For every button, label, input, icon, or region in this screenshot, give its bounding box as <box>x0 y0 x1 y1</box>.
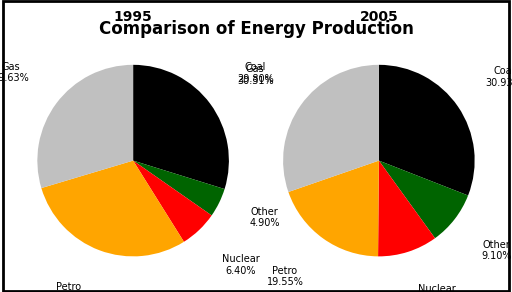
Text: Coal
29.80%: Coal 29.80% <box>237 62 274 84</box>
Wedge shape <box>37 65 133 188</box>
Wedge shape <box>133 161 211 242</box>
Wedge shape <box>41 161 184 256</box>
Text: Other
9.10%: Other 9.10% <box>481 240 511 261</box>
Wedge shape <box>378 161 435 256</box>
Text: Nuclear
6.40%: Nuclear 6.40% <box>222 254 260 276</box>
Wedge shape <box>133 65 229 189</box>
Title: 2005: 2005 <box>359 10 398 24</box>
Wedge shape <box>379 161 468 238</box>
Wedge shape <box>288 161 379 256</box>
Text: Petro
29.27%: Petro 29.27% <box>51 281 88 292</box>
Text: Gas
30.31%: Gas 30.31% <box>237 64 273 86</box>
Text: Coal
30.93%: Coal 30.93% <box>486 66 512 88</box>
Title: 1995: 1995 <box>114 10 153 24</box>
Text: Other
4.90%: Other 4.90% <box>249 207 280 228</box>
Wedge shape <box>379 65 475 195</box>
Text: Comparison of Energy Production: Comparison of Energy Production <box>99 20 413 39</box>
Wedge shape <box>133 161 225 215</box>
Text: Gas
29.63%: Gas 29.63% <box>0 62 29 84</box>
Text: Petro
19.55%: Petro 19.55% <box>267 266 304 287</box>
Text: Nuclear
10.10%: Nuclear 10.10% <box>418 284 456 292</box>
Wedge shape <box>283 65 379 192</box>
